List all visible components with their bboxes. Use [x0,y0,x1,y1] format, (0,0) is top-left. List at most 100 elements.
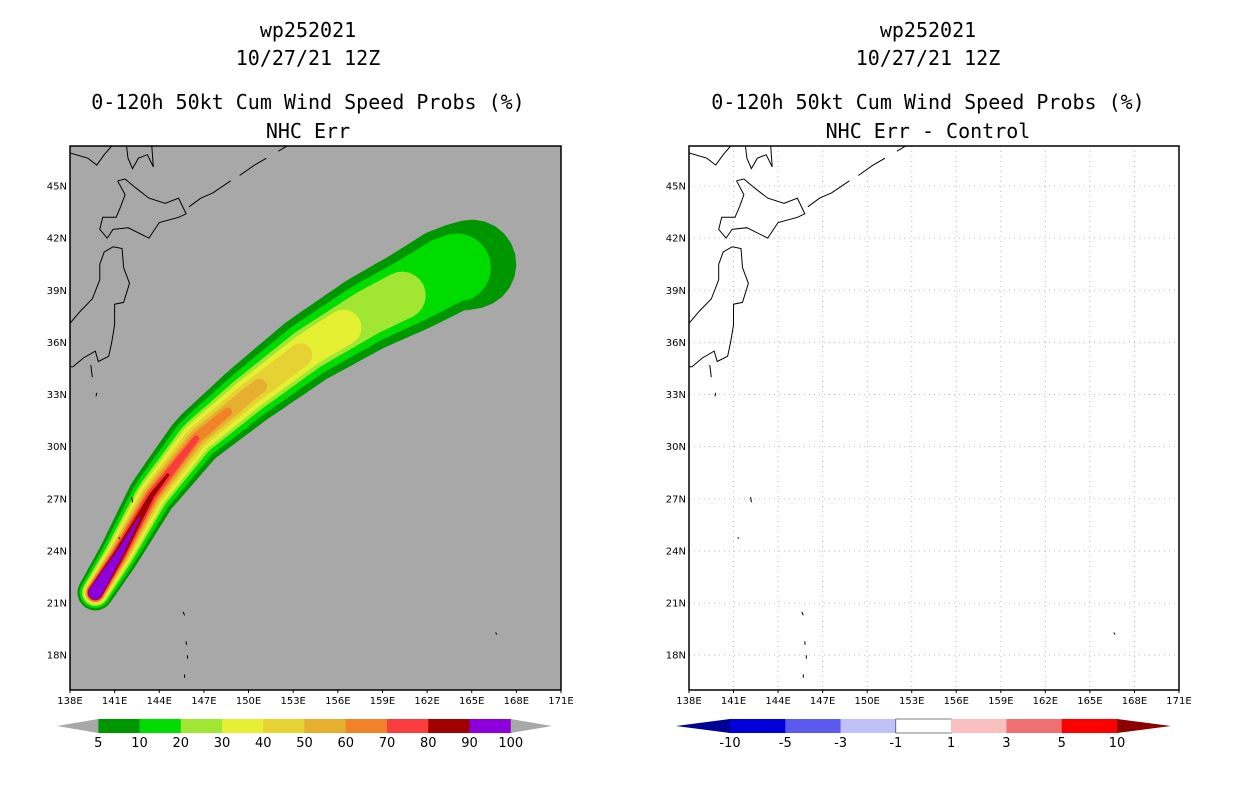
right-colorbar-label: 5 [1058,736,1066,751]
left-lat-label: 33N [47,390,67,401]
left-lon-label: 165E [459,696,484,707]
right-colorbar-swatch [730,719,786,733]
right-lon-label: 144E [765,696,790,707]
left-coastline-segment [70,246,131,368]
left-coastline-segment [95,392,98,397]
right-lat-label: 21N [666,599,686,610]
right-lat-label: 36N [666,338,686,349]
right-coastline-segment [718,178,806,239]
left-colorbar-label: 80 [420,736,437,751]
right-map-background [689,146,1179,690]
left-lat-label: 42N [47,234,67,245]
left-colorbar-swatch [222,719,264,733]
left-colorbar-label: 70 [379,736,396,751]
right-colorbar-over-arrow [1117,719,1171,733]
left-lon-label: 162E [414,696,439,707]
right-coastline-segment [709,364,712,378]
right-colorbar-label: -3 [834,736,847,751]
left-colorbar-swatch [428,719,470,733]
right-coastline-segment [714,392,717,397]
left-colorbar-label: 40 [255,736,272,751]
left-colorbar-swatch [180,719,223,733]
right-subtitle: NHC Err - Control [825,119,1031,143]
left-title: 0-120h 50kt Cum Wind Speed Probs (%) [91,90,525,114]
right-coastline-segment [1113,632,1116,635]
right-colorbar-label: 3 [1002,736,1010,751]
left-colorbar-swatch [304,719,347,733]
contour-band-20pct [81,271,426,607]
left-coastline-segment [182,611,186,616]
right-date: 10/27/21 12Z [855,46,1001,70]
left-axis-labels: 138E 141E 144E 147E 150E 153E 156E 159E 162E 165E… [47,181,574,707]
left-colorbar-swatch [98,719,140,733]
right-lat-label: 27N [666,494,686,505]
left-coastline [70,146,498,678]
right-coastline-segment [896,146,907,152]
right-colorbar-swatch [785,719,842,733]
right-map-panel: 138E 141E 144E 147E 150E 153E 156E 159E 162E 165E… [666,145,1192,707]
left-coastline-segment [70,246,114,324]
right-lat-label: 42N [666,234,686,245]
left-map-panel: 138E 141E 144E 147E 150E 153E 156E 159E 162E 165E… [47,145,574,707]
right-coastline [689,146,1116,678]
left-coastline-segment [278,146,288,152]
left-lat-label: 30N [47,442,67,453]
right-colorbar-swatch [840,719,897,733]
left-colorbar-under-arrow [57,719,99,733]
right-colorbar-label: 10 [1109,736,1126,751]
left-coastline-segment [126,146,154,170]
right-colorbar-under-arrow [676,719,730,733]
right-lat-label: 45N [666,181,686,192]
left-colorbar-label: 50 [296,736,313,751]
right-lat-label: 18N [666,651,686,662]
left-lat-label: 24N [47,546,67,557]
left-lon-label: 153E [280,696,305,707]
right-lon-label: 168E [1122,696,1147,707]
right-coastline-segment [801,611,804,616]
right-colorbar-label: -5 [779,736,792,751]
right-coastline-segment [689,146,731,166]
left-lat-label: 18N [47,651,67,662]
right-lon-label: 147E [810,696,835,707]
right-title: 0-120h 50kt Cum Wind Speed Probs (%) [711,90,1145,114]
left-lon-label: 159E [370,696,395,707]
left-colorbar-swatch [263,719,305,733]
left-date: 10/27/21 12Z [235,46,381,70]
left-coastline-segment [188,180,231,208]
left-coastline-segment [70,146,113,166]
left-colorbar-swatch [469,719,512,733]
right-lon-label: 156E [944,696,969,707]
left-coastline-segment [131,497,133,503]
right-colorbar-label: 1 [947,736,955,751]
left-coastline-segment [99,178,187,239]
right-coastline-segment [689,246,749,368]
right-colorbar-swatch [1061,719,1118,733]
right-lat-label: 33N [666,390,686,401]
left-colorbar-label: 100 [498,736,523,751]
left-colorbar: 5 10 20 30 40 50 60 70 80 90 100 [57,719,552,751]
left-coastline-segment [293,146,295,147]
right-lon-label: 171E [1166,696,1191,707]
right-colorbar-swatch [951,719,1007,733]
left-colorbar-swatch [387,719,429,733]
right-lat-label: 30N [666,442,686,453]
left-lon-label: 141E [102,696,127,707]
left-lon-label: 171E [548,696,573,707]
right-colorbar-swatch [895,718,952,734]
left-lon-label: 144E [147,696,172,707]
right-lat-label: 39N [666,286,686,297]
left-colorbar-label: 10 [131,736,148,751]
right-lon-label: 159E [988,696,1013,707]
left-lon-label: 138E [57,696,82,707]
left-storm-id: wp252021 [259,18,357,42]
left-coastline-segment [495,632,498,635]
left-probability-contours [77,219,517,611]
left-lon-label: 156E [325,696,350,707]
right-lon-label: 150E [854,696,879,707]
right-lon-label: 141E [721,696,746,707]
right-coastline-segment [689,246,733,324]
right-map-frame [688,145,1180,691]
right-coastline-segment [858,157,886,176]
left-coastline-segment [90,364,93,378]
